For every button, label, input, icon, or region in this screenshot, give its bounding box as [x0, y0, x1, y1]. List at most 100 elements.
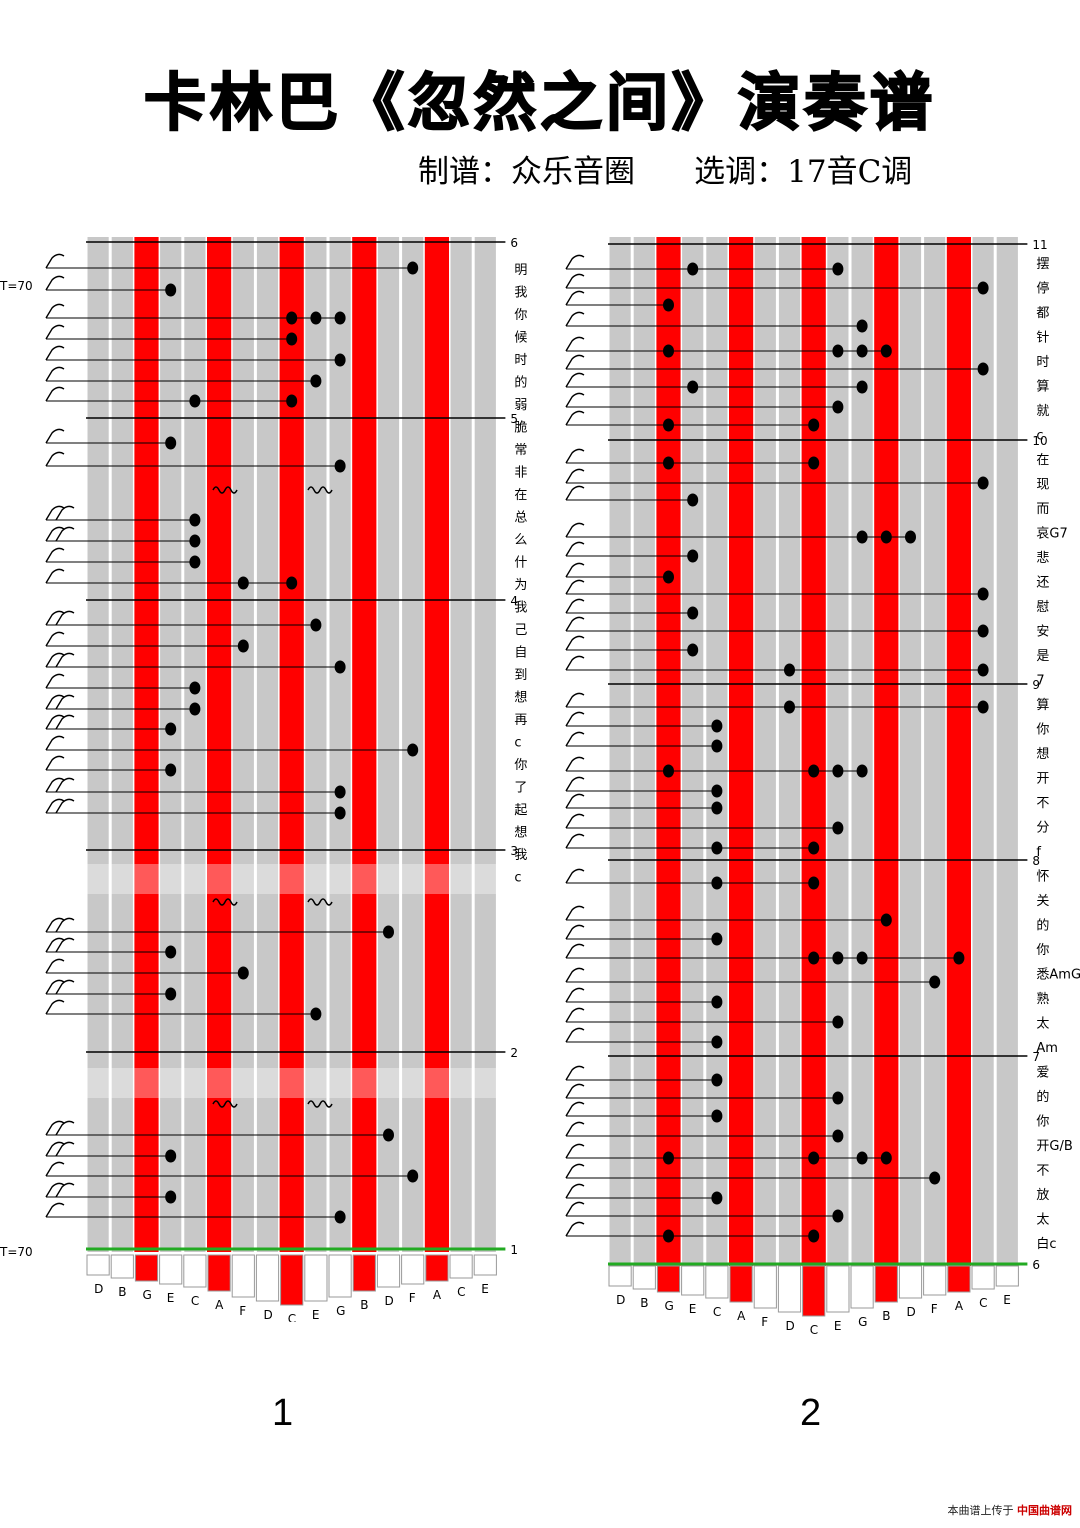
lyric-char: 到 — [514, 668, 527, 683]
key-label: C — [288, 1312, 296, 1322]
lyric-char: 在 — [1036, 453, 1049, 468]
note-head — [663, 1151, 674, 1165]
note-head — [711, 1073, 723, 1087]
note-flag — [565, 562, 585, 578]
note-flag — [45, 568, 65, 584]
repeat-band — [86, 864, 498, 894]
note-head — [711, 876, 723, 890]
note-head — [383, 1128, 394, 1142]
note-head — [711, 995, 723, 1009]
note-head — [237, 576, 249, 590]
note-head — [977, 281, 989, 295]
lyric-char: 为 — [514, 578, 527, 593]
note-flag — [55, 798, 75, 814]
measure-number: 9 — [1032, 678, 1040, 692]
tine-column — [851, 237, 873, 1266]
key-label: B — [360, 1298, 368, 1312]
lyric-char: c — [514, 736, 521, 751]
vibrato-mark — [212, 486, 238, 494]
lyric-char: c — [514, 871, 521, 886]
key-label: G — [336, 1304, 345, 1318]
note-head — [189, 513, 201, 527]
lyric-char: 的 — [514, 375, 527, 391]
key — [255, 1254, 280, 1302]
note-head — [832, 1015, 844, 1029]
tine-column — [633, 237, 655, 1266]
tine-column — [899, 237, 922, 1266]
vibrato-mark — [307, 898, 333, 906]
note-flag — [565, 905, 585, 921]
note-flag — [565, 616, 585, 632]
key — [608, 1265, 632, 1287]
measure-number: 10 — [1032, 434, 1047, 448]
note-flag — [565, 392, 585, 408]
key-label: A — [955, 1299, 964, 1313]
key-label: F — [931, 1302, 938, 1316]
note-head — [784, 700, 795, 714]
lyric-char: 不 — [1036, 796, 1049, 811]
note-head — [310, 618, 322, 632]
note-flag — [565, 448, 585, 464]
red-key — [352, 1254, 376, 1292]
note-head — [334, 806, 346, 820]
note-flag — [45, 917, 65, 933]
lyric-char: 明 — [514, 263, 527, 278]
tine-column — [754, 237, 776, 1266]
lyric-char: 针 — [1036, 331, 1049, 346]
key-label: C — [191, 1294, 199, 1308]
note-flag — [45, 1202, 65, 1218]
lyric-char: 你 — [1036, 723, 1049, 738]
note-head — [929, 975, 941, 989]
note-flag — [565, 1121, 585, 1137]
key — [898, 1265, 923, 1299]
key-label: F — [761, 1315, 768, 1329]
vibrato-mark — [307, 1100, 333, 1108]
key-label: E — [1003, 1293, 1011, 1307]
lyric-char: 你 — [514, 758, 527, 773]
note-head — [856, 1151, 868, 1165]
lyric-char: 太 — [1036, 1017, 1049, 1032]
key-label: F — [409, 1291, 416, 1305]
key-label: G — [665, 1299, 674, 1313]
note-head — [784, 663, 795, 677]
note-head — [663, 298, 674, 312]
note-head — [407, 743, 419, 757]
note-head — [237, 966, 249, 980]
note-flag — [565, 1163, 585, 1179]
note-head — [286, 394, 298, 408]
lyric-char: 不 — [1036, 1164, 1049, 1179]
note-flag — [55, 1141, 75, 1157]
red-key — [134, 1254, 159, 1282]
note-flag — [565, 273, 585, 289]
note-head — [687, 606, 699, 620]
key-label: E — [167, 1291, 175, 1305]
lyric-char: 算 — [1036, 698, 1049, 713]
red-tine-column — [424, 237, 449, 1252]
key-label: E — [689, 1302, 697, 1316]
red-key — [207, 1254, 231, 1292]
note-head — [832, 1129, 844, 1143]
tine-column — [450, 237, 472, 1252]
lyric-char: 我 — [514, 601, 527, 616]
lyric-char: 我 — [514, 848, 527, 863]
note-head — [165, 283, 177, 297]
note-flag — [55, 714, 75, 730]
note-flag — [45, 253, 65, 269]
note-flag — [565, 731, 585, 747]
note-head — [334, 1210, 346, 1224]
note-flag — [55, 937, 75, 953]
key — [753, 1265, 777, 1309]
note-flag — [45, 937, 65, 953]
note-head — [808, 951, 820, 965]
note-head — [711, 801, 723, 815]
note-flag — [45, 652, 65, 668]
note-flag — [565, 1027, 585, 1043]
key — [401, 1254, 425, 1285]
lyric-char: 熟 — [1036, 991, 1049, 1007]
note-head — [977, 476, 989, 490]
lyric-char: 停 — [1036, 281, 1049, 297]
note-head — [663, 344, 674, 358]
note-flag — [55, 917, 75, 933]
note-head — [880, 344, 892, 358]
note-head — [663, 764, 674, 778]
